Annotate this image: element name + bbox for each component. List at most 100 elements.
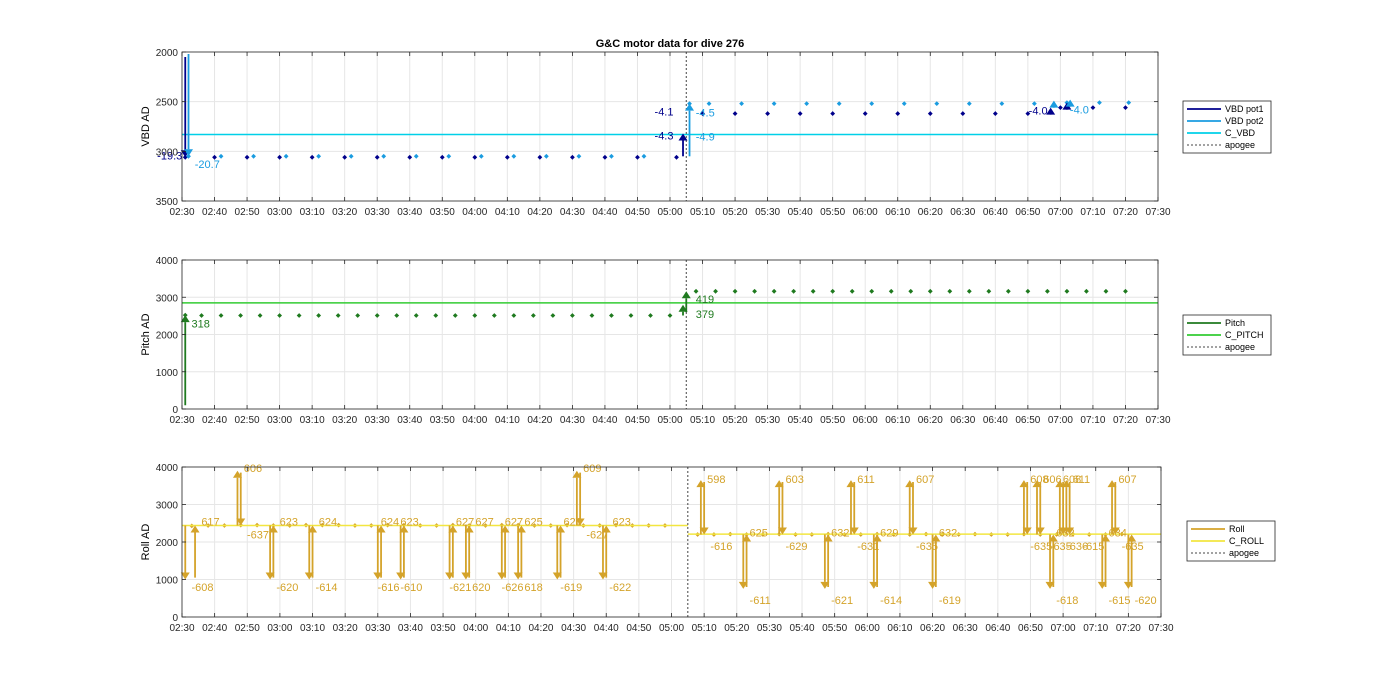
x-tick-label: 05:20 <box>724 623 749 634</box>
x-tick-label: 06:00 <box>853 207 878 218</box>
data-label: 627 <box>475 516 493 528</box>
subplots: -19.3-20.7-4.1-4.3-4.5-4.9-4.0 -4.002:30 0… <box>140 48 1276 634</box>
arrow-head <box>1061 480 1071 488</box>
data-label: -631 <box>857 541 879 553</box>
x-tick-label: 07:00 <box>1048 207 1073 218</box>
x-tick-label: 06:40 <box>983 207 1008 218</box>
data-label: -618 <box>1056 595 1078 607</box>
x-tick-label: 07:00 <box>1051 623 1076 634</box>
subplot-1: -19.3 -20.7 -4.1 -4.3 -4.5 -4.9 -4.0 -4.0 02:30 0… <box>140 48 1272 218</box>
y-tick-label: 3000 <box>156 147 179 158</box>
data-point <box>316 313 322 318</box>
arrow-head <box>232 470 242 478</box>
data-label: 632 <box>939 528 957 540</box>
x-tick-label: 02:40 <box>202 623 227 634</box>
data-point <box>342 154 348 160</box>
data-label: 618 <box>524 582 542 594</box>
arrow-head <box>236 518 246 526</box>
y-tick-label: 4000 <box>156 463 179 474</box>
data-point <box>374 313 380 318</box>
arrow-head <box>373 572 383 580</box>
y-tick-label: 2000 <box>156 538 179 549</box>
data-point <box>296 313 302 318</box>
data-label: 625 <box>750 528 768 540</box>
x-tick-label: 03:10 <box>300 623 325 634</box>
x-tick-label: 07:10 <box>1080 415 1105 426</box>
data-label: 608 <box>1063 474 1081 486</box>
data-point <box>283 153 289 159</box>
x-tick-label: 03:30 <box>365 623 390 634</box>
figure-title: G&C motor data for dive 276 <box>596 38 745 50</box>
arrow-head <box>461 572 471 580</box>
data-point <box>316 153 322 159</box>
x-tick-label: 05:40 <box>790 623 815 634</box>
data-label: 607 <box>916 474 934 486</box>
data-label: 609 <box>583 463 601 475</box>
arrow-head <box>1058 527 1068 535</box>
data-point <box>491 313 497 318</box>
y-tick-label: 1000 <box>156 576 179 587</box>
x-tick-label: 02:40 <box>202 207 227 218</box>
arrow-head <box>685 103 695 111</box>
data-point <box>752 288 757 294</box>
x-tick-label: 06:30 <box>950 207 975 218</box>
x-tick-label: 04:50 <box>625 207 650 218</box>
data-label: -616 <box>378 582 400 594</box>
data-label: 632 <box>1056 528 1074 540</box>
y-tick-label: 2500 <box>156 98 179 109</box>
x-tick-label: 07:20 <box>1113 207 1138 218</box>
data-label: -619 <box>939 595 961 607</box>
data-point <box>537 154 543 160</box>
x-tick-label: 02:30 <box>169 623 194 634</box>
x-tick-label: 06:20 <box>918 415 943 426</box>
arrow-head <box>516 525 526 533</box>
arrow-head <box>908 527 918 535</box>
data-label: -622 <box>609 582 631 594</box>
x-tick-label: 04:10 <box>496 623 521 634</box>
data-point <box>609 153 614 159</box>
data-point <box>543 153 549 159</box>
x-tick-label: 05:40 <box>788 415 813 426</box>
data-point <box>797 111 803 116</box>
arrow-head <box>556 525 566 533</box>
data-point <box>908 288 914 294</box>
x-tick-label: 03:50 <box>431 623 456 634</box>
data-label: -19.3 <box>157 150 182 162</box>
data-label: 627 <box>505 516 523 528</box>
x-tick-label: 03:50 <box>430 207 455 218</box>
data-point <box>394 313 400 318</box>
arrow-head <box>1046 107 1056 115</box>
data-point <box>478 153 484 159</box>
x-tick-label: 07:20 <box>1116 623 1141 634</box>
data-point <box>888 288 894 294</box>
legend-label: C_VBD <box>1225 128 1256 138</box>
x-tick-label: 05:10 <box>690 207 715 218</box>
x-tick-label: 04:00 <box>462 415 487 426</box>
x-tick-label: 03:20 <box>333 623 358 634</box>
legend-label: apogee <box>1225 342 1255 352</box>
x-tick-label: 06:00 <box>855 623 880 634</box>
arrow-head <box>1101 534 1111 542</box>
arrow-head <box>445 572 455 580</box>
x-tick-label: 07:00 <box>1048 415 1073 426</box>
data-point <box>452 313 458 318</box>
data-label: -4.3 <box>655 130 674 142</box>
x-tick-label: 06:20 <box>920 623 945 634</box>
data-point <box>1090 105 1096 111</box>
x-tick-label: 02:30 <box>169 415 194 426</box>
data-point <box>732 288 738 294</box>
data-point <box>439 154 445 160</box>
legend-label: VBD pot2 <box>1225 116 1264 126</box>
data-point <box>999 101 1005 107</box>
arrow-head <box>180 572 190 580</box>
data-point <box>238 313 243 318</box>
data-point <box>713 288 718 294</box>
data-point <box>589 313 595 318</box>
x-tick-label: 07:10 <box>1083 623 1108 634</box>
data-point <box>576 153 582 159</box>
x-tick-label: 04:40 <box>592 207 617 218</box>
data-label: 608 <box>1030 474 1048 486</box>
x-tick-label: 06:30 <box>950 415 975 426</box>
arrow-head <box>184 149 194 157</box>
